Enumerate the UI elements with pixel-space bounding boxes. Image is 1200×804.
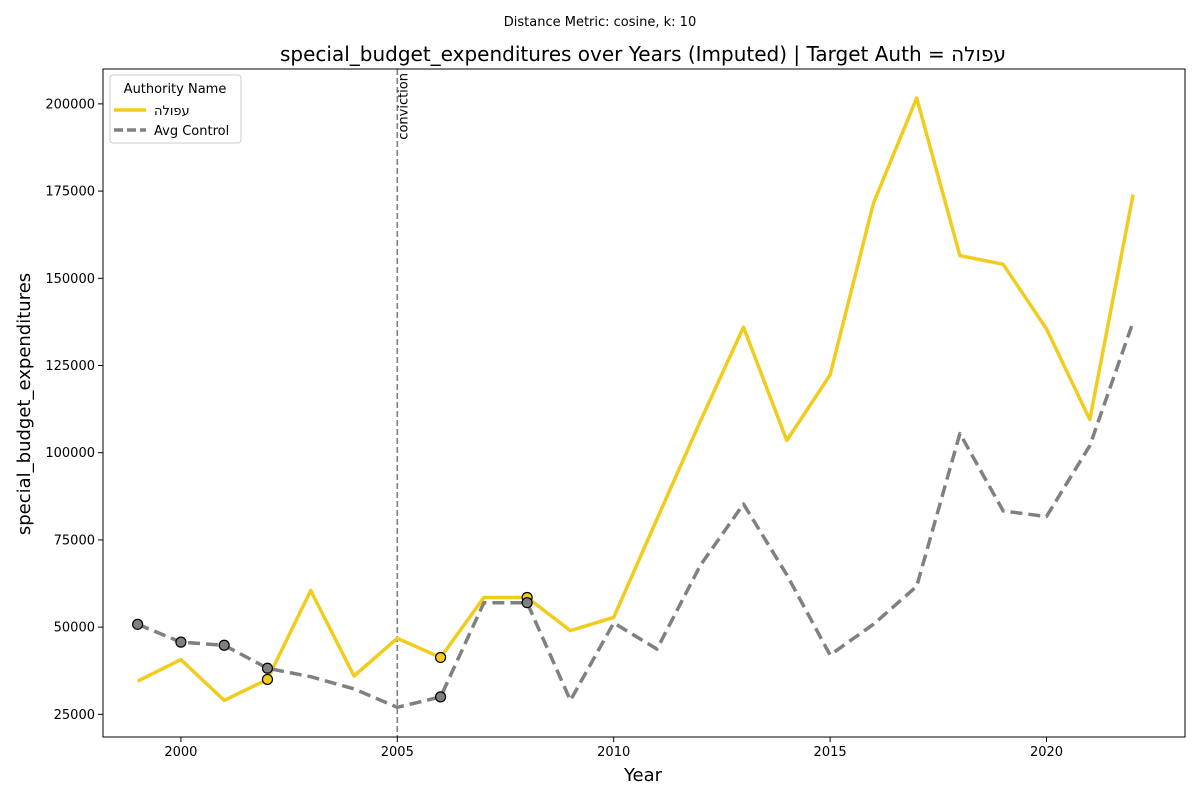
chart-title: special_budget_expenditures over Years (… bbox=[280, 42, 1006, 66]
x-axis-label: Year bbox=[623, 765, 663, 786]
annotation-layer: conviction bbox=[396, 69, 411, 737]
y-tick-label: 75000 bbox=[54, 533, 95, 548]
series-line-target bbox=[136, 96, 1135, 703]
axes: 2000 2005 2010 2015 2020 25000 50000 75000 10000… bbox=[45, 68, 1186, 760]
legend: Authority Name עפולה Avg Control bbox=[109, 74, 242, 144]
x-tick-label: 2020 bbox=[1030, 745, 1063, 760]
y-tick-label: 175000 bbox=[45, 185, 95, 200]
conviction-label: conviction bbox=[396, 73, 411, 140]
plot-area bbox=[103, 69, 1185, 737]
imputed-marker-target bbox=[261, 673, 274, 686]
legend-frame bbox=[109, 74, 242, 144]
series-line-control bbox=[136, 321, 1135, 710]
imputed-marker-control bbox=[218, 639, 230, 651]
legend-label-control: Avg Control bbox=[154, 124, 229, 139]
imputed-marker-control bbox=[521, 597, 533, 609]
x-tick-label: 2015 bbox=[814, 745, 847, 760]
imputed-markers bbox=[132, 591, 533, 703]
y-tick-label: 100000 bbox=[45, 446, 95, 461]
imputed-marker-target bbox=[434, 651, 447, 664]
legend-title: Authority Name bbox=[124, 82, 227, 97]
y-tick-label: 50000 bbox=[54, 621, 95, 636]
imputed-marker-control bbox=[132, 618, 144, 630]
imputed-marker-control bbox=[434, 691, 447, 703]
y-axis-label: special_budget_expenditures bbox=[14, 273, 35, 535]
y-tick-label: 150000 bbox=[45, 272, 95, 287]
x-tick-label: 2010 bbox=[597, 745, 630, 760]
y-tick-label: 125000 bbox=[45, 359, 95, 374]
axes-frame bbox=[102, 68, 1186, 738]
chart-suptitle: Distance Metric: cosine, k: 10 bbox=[504, 15, 696, 30]
imputed-marker-control bbox=[175, 636, 187, 648]
x-tick-label: 2000 bbox=[164, 745, 197, 760]
imputed-marker-control bbox=[261, 662, 274, 674]
y-tick-label: 200000 bbox=[45, 97, 95, 112]
legend-label-target: עפולה bbox=[154, 104, 190, 119]
series-layer bbox=[136, 96, 1135, 710]
x-tick-label: 2005 bbox=[381, 745, 414, 760]
plot-background bbox=[103, 69, 1185, 737]
y-tick-label: 25000 bbox=[54, 708, 95, 723]
